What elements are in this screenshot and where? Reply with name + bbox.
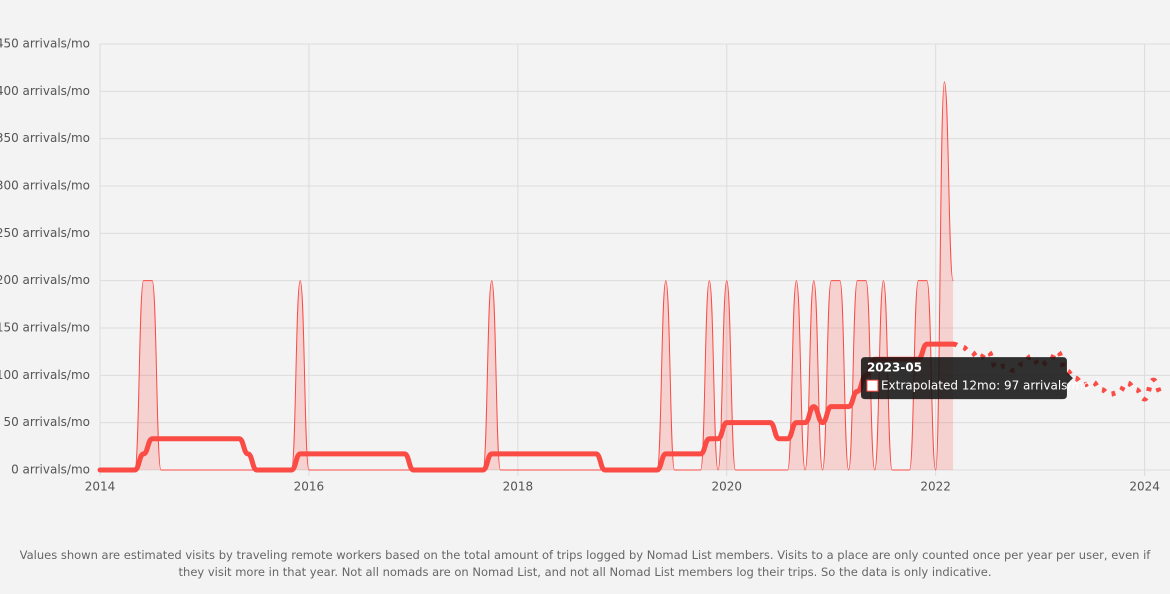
x-tick-label: 2016 <box>294 480 325 494</box>
y-tick-label: 450 arrivals/mo <box>0 37 90 51</box>
y-tick-label: 300 arrivals/mo <box>0 179 90 193</box>
x-tick-label: 2018 <box>503 480 534 494</box>
y-tick-label: 100 arrivals/mo <box>0 368 90 382</box>
tooltip-swatch <box>866 379 879 392</box>
x-tick-label: 2024 <box>1129 480 1160 494</box>
y-tick-label: 50 arrivals/mo <box>3 415 90 429</box>
area <box>100 81 954 470</box>
y-tick-label: 350 arrivals/mo <box>0 131 90 145</box>
y-tick-label: 0 arrivals/mo <box>11 463 90 477</box>
tooltip-box <box>860 357 1073 400</box>
tooltip-title: 2023-05 <box>867 361 922 375</box>
x-tick-label: 2020 <box>711 480 742 494</box>
footnote: Values shown are estimated visits by tra… <box>19 548 1151 579</box>
line-series <box>97 341 956 473</box>
y-tick-label: 400 arrivals/mo <box>0 84 90 98</box>
y-tick-label: 250 arrivals/mo <box>0 226 90 240</box>
tooltip: 2023-05 Extrapolated 12mo: 97 arrivals/mo <box>860 357 1091 400</box>
x-tick-label: 2022 <box>920 480 951 494</box>
y-tick-label: 150 arrivals/mo <box>0 321 90 335</box>
y-tick-label: 200 arrivals/mo <box>0 273 90 287</box>
tooltip-label: Extrapolated 12mo: 97 arrivals/mo <box>881 379 1091 393</box>
x-tick-label: 2014 <box>85 480 116 494</box>
chart: 0 arrivals/mo 50 arrivals/mo 100 arrivals/… <box>0 37 1170 494</box>
